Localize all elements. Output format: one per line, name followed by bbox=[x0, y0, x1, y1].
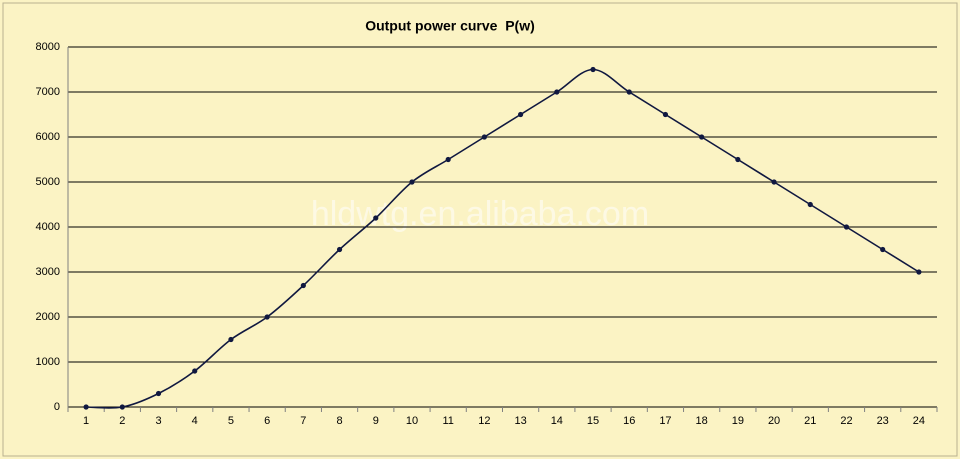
data-point bbox=[554, 89, 560, 95]
data-point bbox=[916, 269, 922, 275]
data-point bbox=[264, 314, 270, 320]
x-tick-label: 23 bbox=[877, 415, 889, 427]
x-tick-label: 5 bbox=[228, 415, 234, 427]
x-tick-label: 22 bbox=[840, 415, 852, 427]
x-tick-label: 24 bbox=[913, 415, 925, 427]
y-tick-label: 7000 bbox=[36, 86, 60, 98]
x-tick-label: 20 bbox=[768, 415, 780, 427]
y-tick-label: 4000 bbox=[36, 221, 60, 233]
data-point bbox=[699, 134, 705, 140]
x-tick-label: 18 bbox=[696, 415, 708, 427]
data-point bbox=[735, 156, 741, 163]
y-tick-label: 6000 bbox=[36, 131, 60, 143]
x-tick-label: 7 bbox=[300, 415, 306, 427]
data-point bbox=[518, 111, 524, 118]
data-point bbox=[336, 246, 343, 253]
x-tick-label: 8 bbox=[337, 415, 343, 427]
y-tick-label: 0 bbox=[54, 401, 60, 413]
y-tick-label: 5000 bbox=[36, 176, 60, 188]
data-point bbox=[192, 368, 198, 374]
data-point bbox=[155, 390, 162, 397]
x-tick-label: 15 bbox=[587, 415, 599, 427]
x-tick-label: 3 bbox=[155, 415, 161, 427]
x-tick-label: 9 bbox=[373, 415, 379, 427]
data-point bbox=[300, 282, 306, 289]
x-tick-label: 19 bbox=[732, 415, 744, 427]
data-point bbox=[807, 201, 813, 208]
y-tick-label: 1000 bbox=[36, 356, 60, 368]
x-tick-label: 2 bbox=[119, 415, 125, 427]
data-point bbox=[228, 336, 234, 343]
x-tick-label: 10 bbox=[406, 415, 418, 427]
data-point bbox=[373, 215, 379, 221]
y-tick-label: 2000 bbox=[36, 311, 60, 323]
data-point bbox=[83, 404, 89, 410]
data-point bbox=[662, 111, 669, 118]
x-tick-label: 4 bbox=[192, 415, 198, 427]
data-point bbox=[590, 66, 596, 73]
data-point bbox=[119, 404, 125, 410]
data-point bbox=[409, 179, 415, 185]
x-tick-label: 21 bbox=[804, 415, 816, 427]
data-point bbox=[481, 134, 487, 140]
data-point bbox=[771, 179, 777, 185]
series-line bbox=[86, 68, 920, 409]
data-point bbox=[445, 156, 451, 163]
data-point bbox=[626, 89, 632, 95]
x-tick-label: 13 bbox=[514, 415, 526, 427]
data-point bbox=[843, 224, 850, 230]
x-tick-label: 17 bbox=[659, 415, 671, 427]
y-tick-label: 8000 bbox=[36, 41, 60, 53]
x-tick-label: 6 bbox=[264, 415, 270, 427]
x-tick-label: 11 bbox=[442, 415, 453, 427]
chart-title: Output power curve P(w) bbox=[365, 18, 535, 34]
x-tick-label: 14 bbox=[551, 415, 563, 427]
y-tick-label: 3000 bbox=[36, 266, 60, 278]
x-tick-label: 12 bbox=[478, 415, 490, 427]
data-point bbox=[880, 246, 886, 253]
x-tick-label: 16 bbox=[623, 415, 635, 427]
x-tick-label: 1 bbox=[83, 415, 89, 427]
